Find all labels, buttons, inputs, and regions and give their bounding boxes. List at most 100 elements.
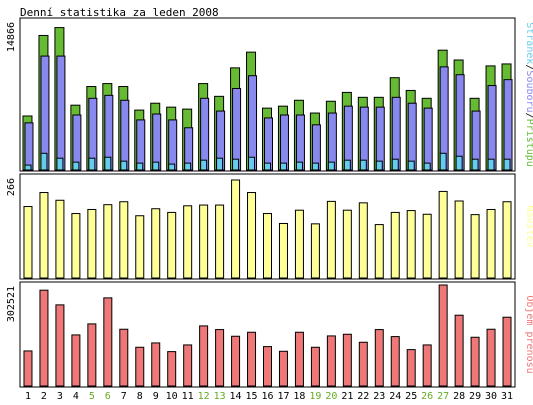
bar-stranek: [471, 158, 479, 171]
x-tick-label: 15: [246, 391, 258, 402]
bar-bottom: [103, 297, 113, 387]
bar-souboru: [264, 117, 273, 171]
bar-stranek: [72, 161, 80, 171]
bar-bottom: [390, 336, 400, 387]
bar-souboru: [200, 97, 210, 171]
bar-middle: [502, 201, 512, 279]
chart-title: Denní statistika za leden 2008: [20, 6, 219, 19]
x-axis-labels: 1 2 3 4 5 6 7 8 9 10 11 12 13 14 15 16 17 18 19 20 21 22 23 24 2…: [25, 391, 513, 402]
bar-bottom: [87, 323, 97, 387]
bar-souboru: [375, 106, 385, 171]
x-tick-label: 10: [166, 391, 178, 402]
bar-stranek: [248, 156, 256, 171]
bar-stranek: [40, 152, 48, 171]
bar-bottom: [486, 328, 496, 387]
y-max-label-top: 14866: [6, 22, 17, 52]
legend-separator: /: [524, 113, 533, 119]
bar-middle: [470, 214, 480, 279]
x-tick-label: 27: [437, 391, 449, 402]
bar-middle: [310, 223, 320, 279]
bar-bottom: [358, 341, 368, 387]
bar-stranek: [407, 160, 415, 171]
bar-stranek: [56, 157, 64, 171]
x-tick-label: 4: [73, 391, 79, 402]
bar-souboru: [120, 99, 130, 171]
legend-item: Návštěv: [524, 205, 533, 247]
bar-stranek: [311, 162, 319, 171]
bar-stranek: [503, 158, 511, 171]
bar-middle: [486, 208, 496, 279]
legend-bottom: Objem přenosu: [524, 295, 533, 373]
bar-stranek: [295, 161, 303, 171]
bar-middle: [55, 199, 65, 279]
bar-bottom: [215, 329, 225, 387]
bar-bottom: [135, 346, 145, 387]
legend-top: Stránek/Souborů/Přístupů: [524, 22, 533, 167]
bar-bottom: [247, 331, 257, 387]
bar-bottom: [326, 335, 336, 387]
bar-stranek: [343, 159, 351, 171]
bar-middle: [342, 209, 352, 279]
x-tick-label: 6: [105, 391, 111, 402]
x-tick-label: 29: [469, 391, 481, 402]
bar-middle: [358, 202, 368, 279]
x-tick-label: 7: [121, 391, 127, 402]
bar-bottom: [438, 284, 448, 387]
bar-stranek: [391, 158, 399, 171]
bar-middle: [119, 201, 129, 279]
bar-bottom: [502, 316, 512, 387]
bar-souboru: [423, 107, 433, 171]
bar-souboru: [152, 113, 162, 171]
bar-middle: [454, 200, 464, 279]
x-tick-label: 14: [230, 391, 242, 402]
bar-stranek: [375, 160, 383, 171]
bar-middle: [151, 208, 161, 279]
bar-souboru: [168, 119, 178, 171]
x-tick-label: 24: [389, 391, 401, 402]
bar-stranek: [136, 162, 144, 171]
bar-souboru: [248, 75, 258, 171]
x-tick-label: 26: [421, 391, 433, 402]
x-tick-label: 8: [137, 391, 143, 402]
x-tick-label: 1: [25, 391, 31, 402]
bar-souboru: [407, 102, 417, 171]
bar-middle: [247, 192, 257, 279]
bar-stranek: [200, 159, 208, 171]
bar-middle: [263, 213, 272, 279]
legend-item: Objem přenosu: [524, 295, 533, 373]
legend-text-middle: Návštěv: [524, 205, 533, 247]
x-tick-label: 31: [501, 391, 513, 402]
x-tick-label: 17: [277, 391, 289, 402]
bar-stranek: [439, 152, 447, 171]
bar-stranek: [152, 161, 160, 171]
bar-bottom: [199, 325, 209, 387]
legend-item: Stránek: [524, 22, 533, 64]
bar-bottom: [167, 351, 177, 387]
legend-item: Souborů: [524, 70, 533, 112]
bar-middle: [390, 211, 400, 279]
bar-middle: [294, 209, 304, 279]
x-tick-label: 12: [198, 391, 210, 402]
bar-bottom: [470, 336, 480, 387]
bar-bottom: [454, 314, 464, 387]
x-tick-label: 21: [341, 391, 353, 402]
bar-bottom: [183, 344, 193, 387]
bar-middle: [103, 204, 113, 279]
bar-stranek: [88, 157, 96, 171]
bar-bottom: [23, 350, 33, 387]
x-tick-label: 11: [182, 391, 194, 402]
x-tick-label: 28: [453, 391, 465, 402]
bar-bottom: [39, 289, 49, 387]
y-max-label-bottom: 302521: [6, 286, 17, 322]
legend-text-top: Stránek/Souborů/Přístupů: [524, 22, 533, 167]
panel-bottom: 302521 Objem přenosu: [6, 281, 533, 388]
bar-bottom: [71, 334, 81, 387]
bar-souboru: [279, 114, 289, 171]
bar-bottom: [55, 304, 65, 387]
bar-bottom: [151, 342, 161, 387]
bar-bottom: [310, 346, 320, 387]
bar-stranek: [184, 162, 192, 171]
bar-bottom: [119, 328, 129, 387]
